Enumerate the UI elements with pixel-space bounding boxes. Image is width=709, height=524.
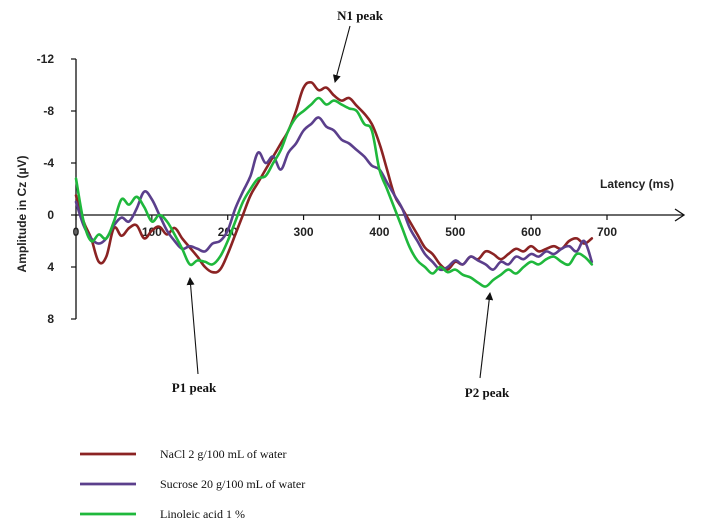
y-tick-label: 8: [47, 312, 54, 326]
y-tick-label: -4: [43, 156, 54, 170]
series-line-sucrose: [74, 116, 594, 272]
legend: NaCl 2 g/100 mL of water Sucrose 20 g/100…: [80, 447, 305, 521]
x-axis-arrowhead: [674, 208, 686, 222]
x-tick-label: 700: [597, 225, 617, 239]
x-tick-label: 500: [445, 225, 465, 239]
legend-label-nacl: NaCl 2 g/100 mL of water: [160, 447, 287, 461]
axes: [75, 59, 686, 319]
p2-peak-label: P2 peak: [465, 385, 510, 400]
p1-peak-label: P1 peak: [172, 380, 217, 395]
n1-peak-label: N1 peak: [337, 8, 384, 23]
y-tick-label: 0: [47, 208, 54, 222]
series-lines: [74, 80, 594, 288]
series-line-nacl: [74, 80, 594, 274]
p1-peak-arrow: [186, 277, 199, 375]
y-axis-title: Amplitude in Cz (µV): [15, 156, 29, 273]
annotations: N1 peak P1 peak P2 peak: [172, 8, 510, 400]
y-tick-label: -12: [37, 52, 55, 66]
series-line-linoleic: [74, 96, 594, 288]
legend-label-linoleic: Linoleic acid 1 %: [160, 507, 245, 521]
x-tick-label: 600: [521, 225, 541, 239]
legend-label-sucrose: Sucrose 20 g/100 mL of water: [160, 477, 305, 491]
y-tick-label: 4: [47, 260, 54, 274]
n1-peak-arrow: [332, 25, 351, 83]
x-tick-label: 400: [369, 225, 389, 239]
x-tick-label: 300: [294, 225, 314, 239]
x-axis-title: Latency (ms): [600, 177, 674, 191]
y-tick-label: -8: [43, 104, 54, 118]
y-ticks: -12 -8 -4 0 4 8: [37, 52, 76, 326]
p2-peak-arrow: [479, 292, 494, 379]
x-tick-label: 0: [73, 225, 80, 239]
